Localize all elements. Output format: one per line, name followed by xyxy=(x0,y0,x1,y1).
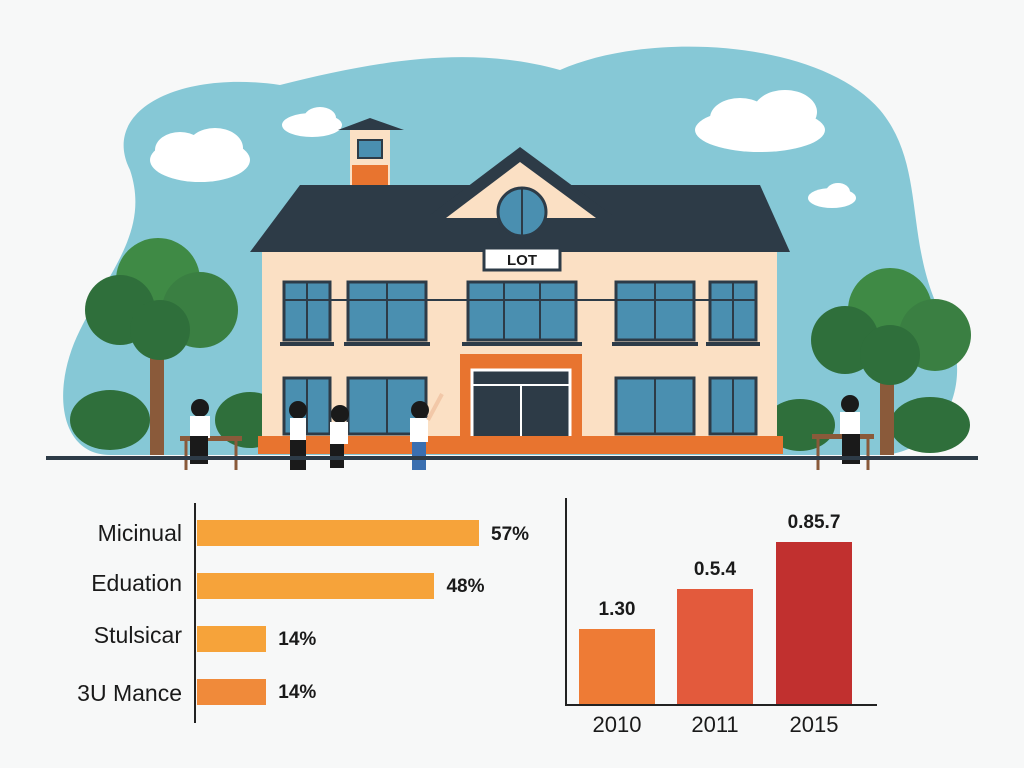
student-figure xyxy=(812,395,874,470)
vbar-value-0: 1.30 xyxy=(598,599,636,621)
cloud-icon xyxy=(150,128,250,182)
tree-icon xyxy=(811,268,971,455)
school-sign xyxy=(482,246,562,272)
hbar-value-3: 14% xyxy=(278,682,317,703)
hbar-2 xyxy=(197,626,267,652)
hbar-value-0: 57% xyxy=(491,524,530,545)
vbar-category-1: 2011 xyxy=(691,712,739,737)
hbar-0 xyxy=(197,520,479,546)
cloud-icon xyxy=(282,107,342,137)
hbar-label-1: Eduation xyxy=(91,570,182,596)
hchart-y-axis xyxy=(194,503,196,723)
hbar-value-2: 14% xyxy=(278,629,317,650)
vbar-1 xyxy=(677,588,753,704)
tree-icon xyxy=(85,238,238,455)
vbar-value-1: 0.5.4 xyxy=(693,558,737,580)
school-illustration: LOT xyxy=(46,46,978,470)
hbar-3 xyxy=(197,679,267,705)
vbar-0 xyxy=(579,629,655,704)
hbar-1 xyxy=(197,573,435,599)
vbar-category-2: 2015 xyxy=(789,712,839,737)
vbar-category-0: 2010 xyxy=(592,712,642,737)
vchart-y-axis xyxy=(565,498,567,706)
school-sign-text: LOT xyxy=(507,252,537,269)
hbar-label-3: 3U Mance xyxy=(77,680,182,706)
student-figure xyxy=(289,401,307,470)
hbar-value-1: 48% xyxy=(446,576,485,597)
hbar-label-0: Micinual xyxy=(97,520,182,546)
vbar-2 xyxy=(776,542,852,704)
vchart-x-axis xyxy=(565,704,877,706)
cloud-icon xyxy=(695,90,825,152)
vbar-value-2: 0.85.7 xyxy=(787,512,841,533)
cloud-icon xyxy=(808,183,856,208)
hbar-label-2: Stulsicar xyxy=(93,622,182,648)
